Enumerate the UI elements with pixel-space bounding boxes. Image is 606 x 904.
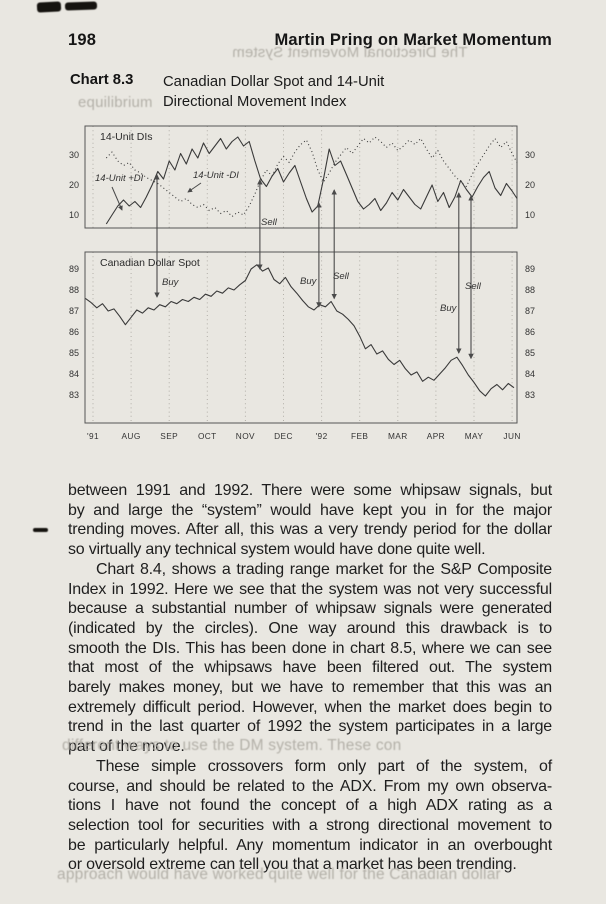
di-ytick-left: 10 (69, 210, 79, 220)
price-ytick-right: 84 (525, 369, 535, 379)
body-text-line: because a substantial number of whipsaw … (68, 600, 552, 618)
figure-caption-line1: Canadian Dollar Spot and 14-Unit (163, 74, 385, 90)
di-ytick-left: 20 (69, 180, 79, 190)
price-ytick-left: 84 (69, 369, 79, 379)
plus-di-line (105, 136, 518, 225)
scan-artifact (33, 528, 48, 532)
bleed-through-text: approach would have worked quite well fo… (57, 866, 501, 883)
x-tick-label: NOV (236, 431, 255, 441)
body-text: between 1991 and 1992. There were some w… (68, 481, 552, 875)
body-text-line: selection tool for securities with a str… (68, 816, 552, 834)
chart-annotation: Sell (465, 281, 482, 292)
figure-caption-line2: Directional Movement Index (163, 94, 347, 110)
price-panel-frame (84, 251, 518, 424)
x-tick-label: '92 (316, 431, 328, 441)
body-text-line: (indicated by the circles). One way arou… (68, 619, 552, 637)
x-tick-label: JUN (503, 431, 520, 441)
x-tick-label: MAY (465, 431, 484, 441)
body-text-line: course, and should be related to the ADX… (68, 777, 552, 795)
price-ytick-left: 87 (69, 306, 79, 316)
chart-annotation: Buy (162, 277, 180, 288)
price-ytick-right: 86 (525, 327, 535, 337)
x-tick-label: APR (427, 431, 445, 441)
minus-di-line (105, 136, 518, 218)
running-head: Martin Pring on Market Momentum (274, 31, 552, 49)
di-ytick-right: 10 (525, 210, 535, 220)
spot-price-line (85, 264, 515, 397)
chart-annotation: Sell (261, 217, 278, 228)
figure-label: Chart 8.3 (70, 72, 134, 88)
x-tick-label: SEP (160, 431, 178, 441)
x-tick-label: '91 (87, 431, 99, 441)
body-text-line: or oversold extreme can tell you that a … (68, 856, 517, 874)
annotation-arrow (111, 186, 123, 211)
body-text-line: trending moves. After all, this was a ve… (68, 521, 552, 539)
chart-annotation: Canadian Dollar Spot (100, 257, 200, 269)
scan-artifact (64, 1, 98, 11)
chart-annotation: Buy (440, 303, 458, 314)
di-panel-frame (84, 125, 518, 229)
x-tick-label: AUG (122, 431, 141, 441)
x-tick-label: MAR (388, 431, 408, 441)
chart-annotation: Buy (300, 276, 318, 287)
body-text-line: These simple crossovers form only part o… (96, 757, 552, 775)
bleed-through-text: The Directional Movement System (232, 44, 468, 61)
chart-annotation: 14-Unit DIs (100, 131, 153, 143)
price-ytick-right: 89 (525, 264, 535, 274)
price-ytick-left: 83 (69, 390, 79, 400)
price-ytick-right: 87 (525, 306, 535, 316)
price-ytick-right: 85 (525, 348, 535, 358)
chart-annotation: 14-Unit -DI (193, 170, 239, 181)
scan-artifact (36, 1, 62, 13)
di-ytick-right: 20 (525, 180, 535, 190)
body-text-line: by and large the “system” would have kep… (68, 501, 552, 519)
price-ytick-left: 89 (69, 264, 79, 274)
body-text-line: Index in 1992. Here we see that the syst… (68, 580, 552, 598)
page-number: 198 (68, 31, 97, 49)
price-ytick-left: 88 (69, 285, 79, 295)
figure-caption: Canadian Dollar Spot and 14-Unit Directi… (163, 72, 384, 112)
chart-annotation: Sell (333, 271, 350, 282)
body-text-line: Chart 8.4, shows a trading range market … (96, 560, 552, 578)
body-text-line: barely makes money, but we have to remem… (68, 679, 552, 697)
dual-panel-line-chart: 30 30 20 20 10 10 89 89 88 88 87 87 86 86 85 85 84 84 83 83… (69, 125, 535, 441)
x-tick-label: DEC (274, 431, 293, 441)
body-text-line: trend in the last quarter of 1992 the sy… (68, 718, 552, 736)
body-text-line: so virtually any technical system would … (68, 541, 486, 559)
chart-8-3: 30 30 20 20 10 10 89 89 88 88 87 87 86 86 85 85 84 84 83 83… (55, 108, 555, 448)
price-ytick-left: 86 (69, 327, 79, 337)
price-ytick-right: 88 (525, 285, 535, 295)
body-text-line: be particularly helpful. Any momentum in… (68, 836, 552, 854)
chart-annotation: 14-Unit +DI (95, 173, 144, 184)
body-text-line: that most of the whipsaws have been filt… (68, 659, 552, 677)
x-tick-label: FEB (351, 431, 368, 441)
bleed-through-text: different ways to use the DM system. The… (62, 737, 402, 754)
price-ytick-right: 83 (525, 390, 535, 400)
body-text-line: smooth the DIs. This has been done in ch… (68, 639, 552, 657)
body-text-line: part of the move. (68, 738, 185, 756)
body-text-line: extremely difficult period. However, whe… (68, 698, 552, 716)
body-text-line: tions I have not found the concept of a … (68, 797, 552, 815)
annotation-arrow (187, 182, 202, 193)
price-ytick-left: 85 (69, 348, 79, 358)
di-ytick-left: 30 (69, 150, 79, 160)
body-text-line: between 1991 and 1992. There were some w… (68, 482, 552, 499)
x-tick-label: OCT (198, 431, 217, 441)
di-ytick-right: 30 (525, 150, 535, 160)
bleed-through-text: equilibrium (78, 94, 153, 111)
